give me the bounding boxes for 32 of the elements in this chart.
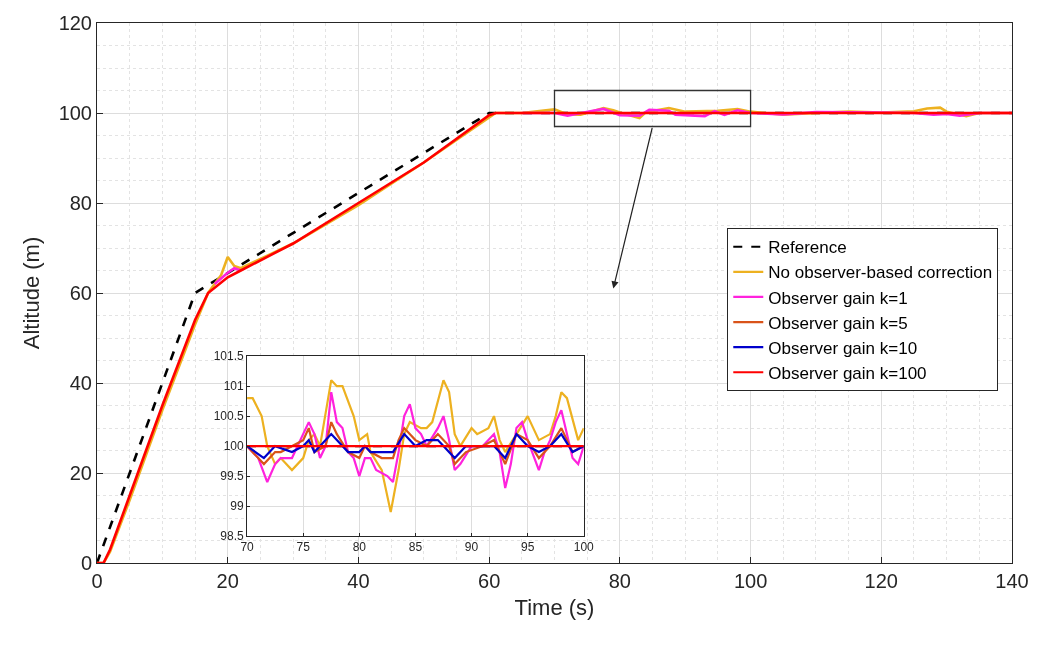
y-axis-title: Altitude (m) — [19, 236, 45, 350]
x-tick-label: 80 — [352, 540, 367, 555]
legend-label: Observer gain k=100 — [768, 363, 927, 383]
x-tick-label: 75 — [296, 540, 311, 555]
legend-label: Observer gain k=1 — [768, 288, 908, 308]
y-tick-label: 60 — [69, 282, 92, 304]
y-tick-label: 100.5 — [213, 409, 244, 424]
x-axis-title: Time (s) — [514, 594, 595, 620]
x-tick-label: 100 — [733, 570, 768, 592]
x-tick-label: 140 — [995, 570, 1029, 592]
y-tick-label: 20 — [69, 462, 92, 484]
x-tick-label: 80 — [608, 570, 631, 592]
y-tick-label: 101 — [223, 379, 244, 394]
x-tick-label: 60 — [478, 570, 501, 592]
y-tick-label: 99.5 — [220, 469, 244, 484]
x-tick-label: 120 — [864, 570, 898, 592]
y-tick-label: 120 — [58, 12, 92, 34]
y-tick-label: 99 — [230, 499, 244, 514]
x-tick-label: 95 — [520, 540, 535, 555]
x-tick-label: 85 — [408, 540, 423, 555]
y-tick-label: 101.5 — [213, 349, 244, 364]
x-tick-label: 40 — [347, 570, 370, 592]
y-tick-label: 100 — [58, 102, 92, 124]
legend-label: Observer gain k=5 — [768, 313, 908, 333]
x-tick-label: 90 — [464, 540, 479, 555]
legend-label: No observer-based correction — [768, 263, 993, 283]
legend-label: Observer gain k=10 — [768, 338, 918, 358]
y-tick-label: 80 — [69, 192, 92, 214]
y-tick-label: 100 — [223, 439, 244, 454]
y-tick-label: 40 — [69, 372, 92, 394]
legend-label: Reference — [768, 238, 847, 258]
x-tick-label: 100 — [573, 540, 595, 555]
